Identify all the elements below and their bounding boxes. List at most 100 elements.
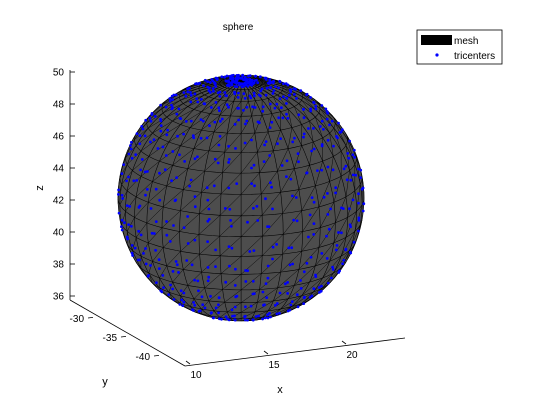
- tricenter-point: [217, 303, 220, 307]
- y-tick-label: -30: [70, 314, 85, 325]
- tricenter-point: [123, 221, 126, 225]
- tricenter-point: [158, 171, 161, 175]
- tricenter-point: [246, 84, 250, 88]
- mesh-diagonal-line: [132, 237, 137, 251]
- mesh-diagonal-line: [166, 251, 181, 266]
- tricenter-point: [186, 215, 190, 218]
- tricenter-point: [154, 248, 158, 252]
- tricenter-point: [233, 122, 237, 126]
- tricenter-point: [251, 279, 255, 283]
- mesh-diagonal-line: [282, 189, 300, 214]
- tricenter-point: [193, 157, 197, 161]
- tricenter-point: [164, 105, 168, 109]
- tricenter-point: [205, 186, 209, 190]
- tricenter-points: [117, 73, 366, 322]
- tricenter-point: [359, 168, 363, 172]
- tricenter-point: [299, 279, 302, 282]
- tricenter-point: [362, 202, 366, 206]
- mesh-diagonal-line: [121, 211, 126, 225]
- tricenter-point: [341, 262, 344, 266]
- tricenter-point: [334, 248, 338, 252]
- tricenter-point: [206, 279, 210, 283]
- mesh-diagonal-line: [261, 253, 283, 274]
- tricenter-point: [159, 103, 163, 107]
- tricenter-point: [271, 257, 274, 261]
- tricenter-point: [218, 134, 222, 138]
- tricenter-point: [285, 102, 288, 105]
- tricenter-point: [230, 224, 233, 228]
- mesh-diagonal-line: [219, 236, 242, 256]
- tricenter-point: [302, 116, 306, 120]
- tricenter-point: [137, 229, 141, 233]
- mesh-diagonal-line: [193, 287, 205, 299]
- tricenter-point: [209, 311, 213, 315]
- tricenter-point: [217, 311, 221, 315]
- tricenter-point: [307, 127, 310, 130]
- tricenter-point: [284, 282, 287, 286]
- tricenter-point: [189, 100, 193, 104]
- tricenter-point: [152, 232, 156, 235]
- tricenter-point: [193, 238, 197, 242]
- tricenter-point: [270, 120, 274, 124]
- tricenter-point: [207, 217, 211, 221]
- tricenter-point: [149, 140, 152, 144]
- tricenter-point: [334, 191, 337, 195]
- tricenter-point: [308, 213, 312, 217]
- mesh-diagonal-line: [172, 109, 195, 122]
- tricenter-point: [357, 216, 361, 220]
- mesh-latitude-line: [168, 297, 313, 313]
- tricenter-point: [263, 76, 267, 80]
- mesh-diagonal-line: [224, 133, 242, 153]
- mesh-diagonal-line: [254, 115, 263, 134]
- tricenter-point: [141, 127, 145, 131]
- mesh-diagonal-line: [201, 255, 221, 273]
- mesh-diagonal-line: [220, 256, 242, 274]
- tricenter-point: [233, 85, 237, 88]
- tricenter-point: [291, 262, 294, 266]
- tricenter-point: [309, 109, 313, 113]
- tricenter-point: [175, 112, 179, 116]
- y-tick-label: -35: [103, 333, 118, 344]
- tricenter-point: [307, 235, 310, 239]
- tricenter-point: [148, 116, 152, 120]
- tricenter-point: [278, 291, 282, 295]
- mesh-diagonal-line: [222, 274, 242, 290]
- mesh-diagonal-line: [134, 202, 149, 218]
- tricenter-point: [179, 289, 183, 293]
- tricenter-point: [320, 284, 323, 288]
- z-tick-label: 50: [53, 68, 65, 79]
- tricenter-point: [209, 91, 212, 94]
- mesh-diagonal-line: [298, 247, 320, 270]
- mesh-longitude-line: [240, 81, 263, 322]
- tricenter-point: [163, 168, 167, 172]
- tricenter-point: [172, 224, 175, 227]
- tricenter-point: [189, 93, 193, 97]
- mesh-diagonal-line: [333, 250, 350, 274]
- tricenter-point: [224, 280, 228, 284]
- tricenter-point: [216, 161, 220, 165]
- tricenter-point: [286, 309, 290, 313]
- tricenter-point: [168, 99, 172, 103]
- tricenter-point: [200, 97, 203, 101]
- mesh-latitude-line: [146, 113, 336, 153]
- tricenter-point: [213, 120, 217, 124]
- tricenter-point: [326, 165, 330, 169]
- tricenter-point: [251, 105, 255, 109]
- tricenter-point: [289, 177, 293, 181]
- mesh-diagonal-line: [283, 210, 302, 235]
- tricenter-point: [227, 318, 231, 322]
- mesh-diagonal-line: [251, 310, 269, 319]
- mesh-diagonal-line: [277, 94, 289, 110]
- tricenter-point: [249, 96, 253, 100]
- tricenter-point: [243, 318, 247, 322]
- y-axis-label: y: [102, 376, 108, 388]
- tricenter-point: [117, 193, 120, 196]
- tricenter-point: [330, 119, 334, 123]
- tricenter-point: [268, 154, 272, 157]
- tricenter-point: [295, 293, 299, 297]
- tricenter-point: [138, 134, 142, 138]
- tricenter-point: [170, 103, 173, 107]
- tricenter-point: [329, 207, 332, 211]
- tricenter-point: [155, 281, 158, 284]
